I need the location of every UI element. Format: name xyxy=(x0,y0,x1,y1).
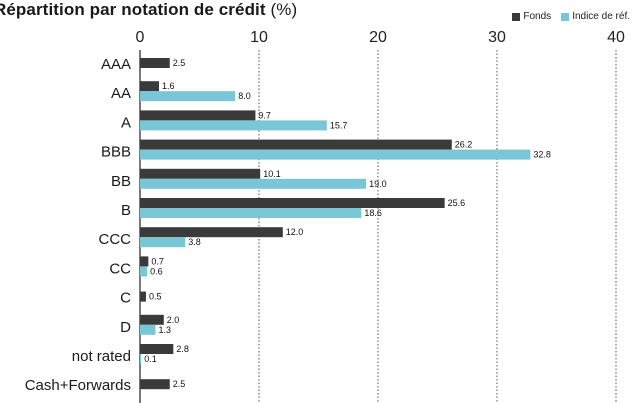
data-label-indice: 15.7 xyxy=(330,120,348,130)
bar-fonds xyxy=(140,58,170,68)
data-label-indice: 0.1 xyxy=(144,354,157,364)
data-label-fonds: 2.8 xyxy=(176,344,189,354)
data-label-indice: 1.3 xyxy=(158,325,171,335)
data-label-fonds: 1.6 xyxy=(162,81,175,91)
data-label-fonds: 9.7 xyxy=(258,110,271,120)
data-label-fonds: 26.2 xyxy=(455,140,473,150)
data-label-indice: 0.6 xyxy=(150,266,163,276)
x-tick-label: 20 xyxy=(369,29,387,46)
bar-fonds xyxy=(140,139,452,150)
bar-fonds xyxy=(140,344,174,354)
bar-fonds xyxy=(140,168,261,179)
chart-title: Répartition par notation de crédit (%) xyxy=(0,0,298,19)
data-label-indice: 19.0 xyxy=(369,179,387,189)
x-tick-label: 10 xyxy=(250,29,268,46)
category-label: B xyxy=(121,202,131,219)
data-label-fonds: 12.0 xyxy=(286,227,304,237)
bar-fonds xyxy=(140,291,146,302)
bar-indice xyxy=(140,237,186,248)
data-label-fonds: 25.6 xyxy=(448,198,466,208)
data-label-indice: 18.6 xyxy=(364,208,382,218)
bar-indice xyxy=(140,208,362,218)
data-label-fonds: 2.5 xyxy=(173,379,186,389)
legend-swatch-indice xyxy=(561,12,570,21)
x-tick-label: 30 xyxy=(488,29,506,46)
category-label: D xyxy=(120,319,131,336)
data-label-fonds: 10.1 xyxy=(263,169,281,179)
x-tick-label: 0 xyxy=(136,29,145,46)
x-tick-label: 40 xyxy=(607,29,625,46)
legend-label-indice: Indice de réf. xyxy=(572,11,630,22)
bar-fonds xyxy=(140,256,149,267)
data-label-indice: 3.8 xyxy=(188,237,201,247)
category-label: not rated xyxy=(72,348,131,365)
category-label: C xyxy=(120,290,131,307)
bar-indice xyxy=(140,266,148,277)
data-label-fonds: 2.0 xyxy=(167,315,180,325)
bar-indice xyxy=(140,149,531,160)
bar-fonds xyxy=(140,379,170,390)
category-label: CCC xyxy=(99,231,132,248)
category-label: A xyxy=(121,114,131,131)
data-label-fonds: 0.7 xyxy=(151,256,164,266)
data-label-indice: 32.8 xyxy=(533,150,551,160)
legend-item-indice: Indice de réf. xyxy=(561,11,630,22)
category-label: AAA xyxy=(101,56,131,73)
bar-fonds xyxy=(140,314,164,325)
bar-indice xyxy=(140,91,236,102)
legend-item-fonds: Fonds xyxy=(512,11,551,22)
bar-indice xyxy=(140,120,327,131)
bar-indice xyxy=(140,178,367,189)
bar-fonds xyxy=(140,198,445,208)
bar-indice xyxy=(140,354,142,364)
bar-fonds xyxy=(140,227,283,238)
category-label: AA xyxy=(111,85,131,102)
data-label-indice: 8.0 xyxy=(238,91,251,101)
legend-label-fonds: Fonds xyxy=(523,11,552,22)
data-label-fonds: 2.5 xyxy=(173,58,186,68)
legend-swatch-fonds xyxy=(512,12,521,21)
bar-fonds xyxy=(140,81,160,92)
category-label: BB xyxy=(111,173,131,190)
bar-fonds xyxy=(140,110,256,121)
data-label-fonds: 0.5 xyxy=(149,292,162,302)
category-label: Cash+Forwards xyxy=(25,377,131,394)
chart-legend: Fonds Indice de réf. xyxy=(512,11,630,22)
category-label: BBB xyxy=(101,144,131,161)
category-label: CC xyxy=(109,260,131,277)
bar-indice xyxy=(140,324,156,335)
